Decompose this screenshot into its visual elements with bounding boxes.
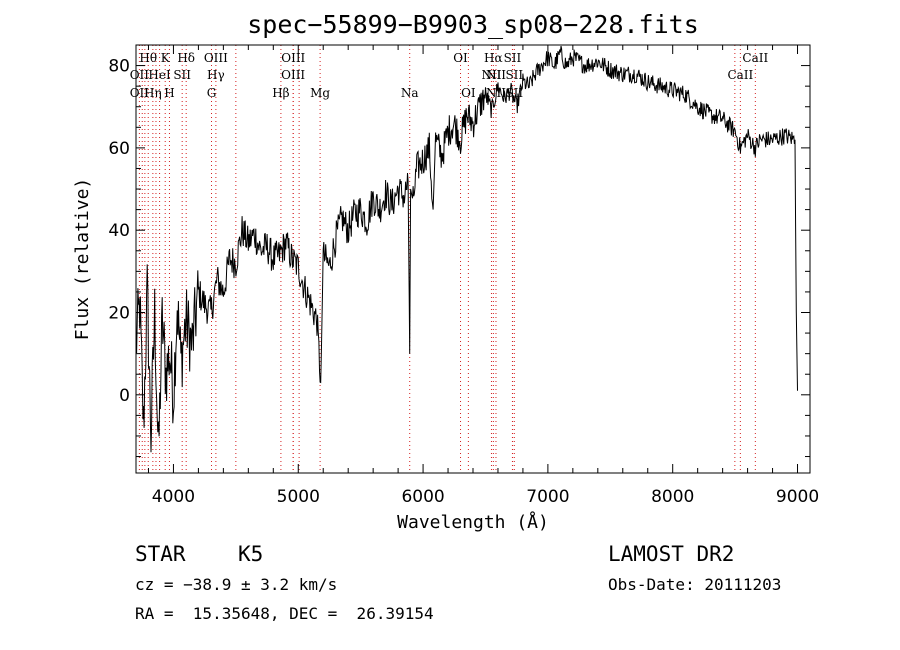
survey-name: LAMOST DR2 <box>608 542 735 566</box>
line-label-23: Mg <box>310 86 330 100</box>
chart-title: spec−55899−B9903_sp08−228.fits <box>247 10 699 39</box>
line-label-6: Hα <box>484 51 503 65</box>
line-label-8: CaII <box>742 51 768 65</box>
line-label-1: K <box>161 51 171 65</box>
line-label-4: OIII <box>281 51 305 65</box>
spectral-line-markers <box>138 45 756 473</box>
line-label-13: OIII <box>281 68 305 82</box>
line-label-11: SII <box>173 68 191 82</box>
y-tick-label: 0 <box>119 386 130 406</box>
y-axis-ticks: 0 20 40 60 80 <box>108 44 810 458</box>
object-type: STAR <box>135 542 186 566</box>
line-label-25: OI <box>461 86 476 100</box>
x-tick-label: 8000 <box>651 487 694 507</box>
x-axis-ticks: 4000 5000 6000 7000 8000 9000 <box>147 45 819 507</box>
y-tick-label: 60 <box>108 139 130 159</box>
line-label-17: CaII <box>727 68 753 82</box>
line-label-20: H <box>164 86 174 100</box>
line-label-10: HeI <box>148 68 171 82</box>
y-tick-label: 40 <box>108 221 130 241</box>
line-label-15: NII <box>486 68 506 82</box>
line-label-16: SII <box>505 68 523 82</box>
obs-date: Obs-Date: 20111203 <box>608 575 782 594</box>
x-tick-label: 6000 <box>401 487 444 507</box>
line-label-3: OIII <box>204 51 228 65</box>
line-label-0: Hθ <box>139 51 157 65</box>
line-label-22: Hβ <box>272 86 289 100</box>
y-tick-label: 20 <box>108 304 130 324</box>
x-tick-label: 7000 <box>526 487 569 507</box>
line-label-24: Na <box>401 86 419 100</box>
line-label-2: Hδ <box>177 51 195 65</box>
line-label-18: OII <box>130 86 150 100</box>
line-label-21: G <box>207 86 217 100</box>
y-tick-label: 80 <box>108 57 130 77</box>
redshift-value: cz = −38.9 ± 3.2 km/s <box>135 575 338 594</box>
x-axis-label: Wavelength (Å) <box>397 511 549 533</box>
x-tick-label: 4000 <box>152 487 195 507</box>
x-tick-label: 5000 <box>277 487 320 507</box>
x-tick-label: 9000 <box>776 487 819 507</box>
coordinates: RA = 15.35648, DEC = 26.39154 <box>135 604 434 623</box>
y-axis-label: Flux (relative) <box>72 178 93 341</box>
spectrum-series-line <box>135 45 798 453</box>
line-label-14: NII <box>481 68 501 82</box>
line-label-7: SII <box>504 51 522 65</box>
spectral-subclass: K5 <box>238 542 264 566</box>
line-label-9: OII <box>130 68 150 82</box>
line-label-12: Hγ <box>207 68 225 82</box>
line-label-5: OI <box>453 51 468 65</box>
line-label-19: Hη <box>144 86 162 100</box>
